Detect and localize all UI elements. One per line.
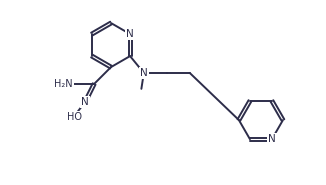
Text: H₂N: H₂N	[54, 79, 73, 89]
Text: N: N	[126, 29, 134, 39]
Text: HO: HO	[67, 112, 82, 122]
Text: N: N	[140, 68, 148, 78]
Text: N: N	[81, 97, 89, 107]
Text: N: N	[268, 134, 276, 144]
